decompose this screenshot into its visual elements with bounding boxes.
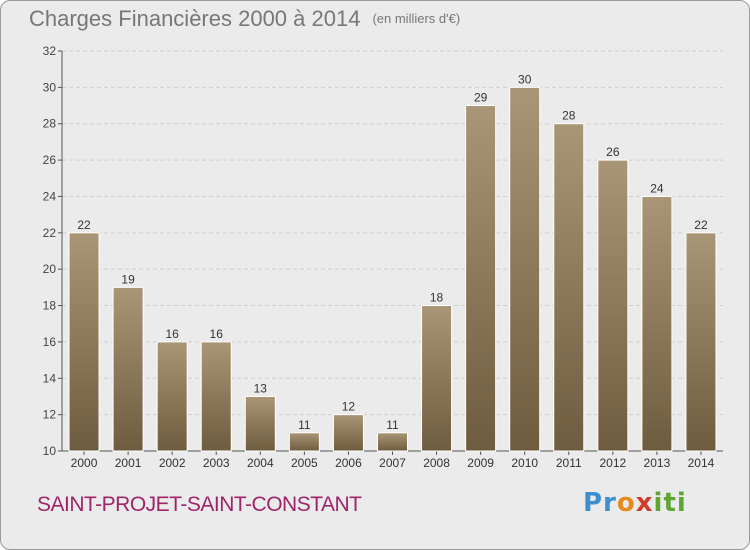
data-label: 12 (342, 400, 356, 414)
x-tick-label: 2013 (644, 456, 671, 470)
data-labels: 22 19 16 16 13 11 12 11 18 29 30 28 26 24 22 (77, 72, 708, 431)
bar (68, 232, 100, 452)
data-label: 30 (518, 72, 532, 86)
x-tick-label: 2002 (159, 456, 186, 470)
y-tick-label: 28 (43, 117, 57, 131)
y-tick-label: 20 (43, 262, 57, 276)
bar (641, 195, 673, 452)
chart-unit: (en milliers d'€) (372, 11, 461, 26)
bar (465, 105, 497, 452)
x-tick-label: 2005 (291, 456, 318, 470)
bars (68, 86, 717, 452)
data-label: 16 (210, 327, 224, 341)
bar (377, 432, 408, 452)
bar (332, 414, 364, 452)
x-tick-label: 2014 (688, 456, 715, 470)
x-tick-label: 2012 (599, 456, 626, 470)
data-label: 11 (298, 418, 311, 432)
bar (112, 286, 144, 452)
y-tick-label: 24 (43, 189, 57, 203)
bar (685, 232, 717, 452)
data-label: 18 (430, 291, 444, 305)
x-tick-label: 2004 (247, 456, 274, 470)
y-tick-label: 26 (43, 153, 57, 167)
bar (200, 341, 232, 452)
y-tick-label: 14 (43, 371, 57, 385)
x-tick-label: 2000 (71, 456, 98, 470)
chart-title: Charges Financières 2000 à 2014 (en milli… (29, 6, 460, 32)
data-label: 19 (121, 272, 135, 286)
x-tick-label: 2009 (467, 456, 494, 470)
x-tick-label: 2011 (556, 456, 582, 470)
data-label: 13 (254, 381, 268, 395)
bar (597, 159, 629, 452)
x-tick-label: 2008 (423, 456, 450, 470)
data-label: 29 (474, 91, 488, 105)
y-tick-label: 32 (43, 44, 57, 58)
x-tick-label: 2010 (511, 456, 538, 470)
x-tick-label: 2007 (379, 456, 406, 470)
y-tick-label: 30 (43, 80, 57, 94)
bar (509, 86, 541, 452)
x-tick-label: 2006 (335, 456, 362, 470)
data-label: 28 (562, 109, 576, 123)
x-tick-label: 2001 (115, 456, 142, 470)
y-tick-label: 10 (43, 444, 57, 458)
y-tick-label: 18 (43, 299, 57, 313)
x-tick-label: 2003 (203, 456, 230, 470)
data-label: 26 (606, 145, 620, 159)
chart-title-text: Charges Financières 2000 à 2014 (29, 6, 361, 31)
axes: 10 12 14 16 18 20 22 24 26 28 30 32 2000 2001 2002 2003… (43, 44, 723, 470)
bar (288, 432, 320, 452)
commune-name: SAINT-PROJET-SAINT-CONSTANT (37, 493, 362, 516)
bar (156, 341, 188, 452)
y-tick-label: 22 (43, 226, 57, 240)
data-label: 16 (165, 327, 179, 341)
y-tick-label: 12 (43, 408, 57, 422)
proxiti-logo: Proxiti (583, 488, 687, 518)
data-label: 24 (650, 181, 664, 195)
bar (244, 395, 276, 452)
data-label: 11 (386, 418, 399, 432)
bar (421, 305, 453, 452)
data-label: 22 (77, 218, 91, 232)
y-tick-label: 16 (43, 335, 57, 349)
data-label: 22 (694, 218, 708, 232)
bar (553, 123, 585, 452)
